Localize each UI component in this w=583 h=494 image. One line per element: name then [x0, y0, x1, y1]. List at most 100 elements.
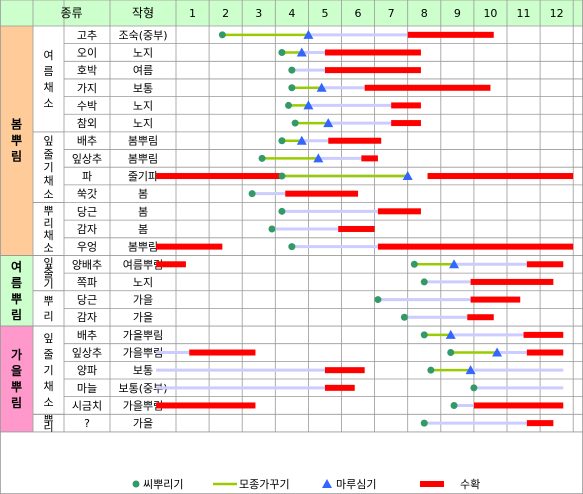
sowing-point	[427, 366, 435, 374]
sowing-point	[400, 313, 408, 321]
crop-name: 양배추	[72, 258, 102, 271]
harvest-bar	[324, 367, 365, 374]
planting-marker	[316, 82, 327, 92]
sowing-point	[278, 48, 286, 56]
sowing-point	[420, 278, 428, 286]
planting-marker	[303, 29, 314, 39]
harvest-bar	[324, 67, 421, 74]
crop-name: ?	[84, 417, 90, 430]
crop-name: 감자	[77, 311, 97, 324]
harvest-bar	[156, 243, 223, 250]
sowing-point	[258, 154, 266, 162]
crop-name: 쪽파	[77, 276, 97, 289]
crop-name: 우엉	[77, 241, 97, 254]
sowing-point	[291, 119, 299, 127]
crop-type: 봄	[138, 188, 148, 201]
planting-marker	[323, 118, 334, 128]
crop-name: 마늘	[77, 382, 97, 395]
month-tick-3: 3	[255, 7, 262, 20]
harvest-bar	[361, 155, 378, 162]
legend-harvest-label: 수확	[460, 478, 480, 491]
crop-name: 당근	[77, 294, 97, 307]
harvest-bar	[470, 278, 554, 285]
crop-type: 보통(중부)	[118, 382, 167, 395]
month-tick-7: 7	[388, 7, 395, 20]
month-tick-4: 4	[288, 7, 295, 20]
header-background	[0, 0, 583, 26]
crop-type: 보통	[133, 82, 153, 95]
crop-name: 양파	[77, 364, 97, 377]
harvest-bar	[364, 84, 491, 91]
legend-plant-label: 마루심기	[336, 478, 376, 491]
sowing-point	[420, 331, 428, 339]
crop-type: 조숙(중부)	[118, 29, 167, 42]
harvest-bar	[427, 173, 574, 180]
crop-name: 배추	[77, 329, 97, 342]
month-tick-11: 11	[517, 7, 531, 20]
crop-name: 쑥갓	[77, 188, 97, 201]
month-tick-12: 12	[550, 7, 564, 20]
planting-marker	[445, 329, 456, 339]
harvest-bar	[285, 190, 359, 197]
sowing-point	[447, 349, 455, 357]
sowing-point	[288, 243, 296, 251]
crop-type: 여름	[133, 64, 153, 77]
sowing-point	[285, 101, 293, 109]
sowing-point	[410, 260, 418, 268]
month-tick-8: 8	[421, 7, 428, 20]
legend-sow-marker	[132, 480, 140, 488]
harvest-bar	[328, 137, 382, 144]
header-crop-type: 작형	[132, 6, 154, 20]
crop-name: 잎상추	[72, 347, 102, 360]
season-band-summer	[0, 255, 33, 327]
sowing-point	[268, 225, 276, 233]
legend-nursery-label: 모종가꾸기	[239, 478, 290, 491]
crop-type: 봄뿌림	[128, 152, 158, 165]
crop-name: 파	[82, 170, 92, 183]
crop-name: 참외	[77, 117, 97, 130]
crop-name: 감자	[77, 223, 97, 236]
planting-marker	[402, 171, 413, 181]
harvest-bar	[338, 225, 375, 232]
harvest-bar	[526, 261, 564, 268]
crop-type: 여름뿌림	[123, 258, 163, 271]
legend-harvest-marker	[420, 481, 444, 487]
crop-type: 노지	[133, 117, 153, 130]
crop-type: 가을	[133, 311, 153, 324]
planting-marker	[296, 47, 307, 57]
harvest-bar	[377, 208, 421, 215]
planting-marker	[449, 259, 460, 269]
crop-type: 가을뿌림	[123, 347, 163, 360]
crop-name: 수박	[77, 99, 97, 112]
planting-marker	[465, 365, 476, 375]
sowing-point	[248, 190, 256, 198]
harvest-bar	[189, 349, 256, 356]
crop-type: 줄기파	[128, 170, 158, 183]
crop-type: 노지	[133, 99, 153, 112]
crop-name: 당근	[77, 205, 97, 218]
crop-type: 가을	[133, 417, 153, 430]
planting-marker	[303, 100, 314, 110]
planting-marker	[492, 347, 503, 357]
sowing-point	[288, 84, 296, 92]
harvest-bar	[470, 296, 521, 303]
crop-type: 가을뿌림	[123, 329, 163, 342]
crop-name: 오이	[77, 46, 97, 59]
sowing-point	[450, 401, 458, 409]
crop-type: 가을	[133, 294, 153, 307]
month-tick-6: 6	[355, 7, 362, 20]
sowing-point	[218, 31, 226, 39]
crop-type: 노지	[133, 46, 153, 59]
sowing-point	[470, 384, 478, 392]
harvest-bar	[391, 102, 421, 109]
planting-marker	[313, 153, 324, 163]
crop-name: 배추	[77, 135, 97, 148]
header-category: 종류	[60, 6, 82, 20]
harvest-bar	[324, 49, 421, 56]
